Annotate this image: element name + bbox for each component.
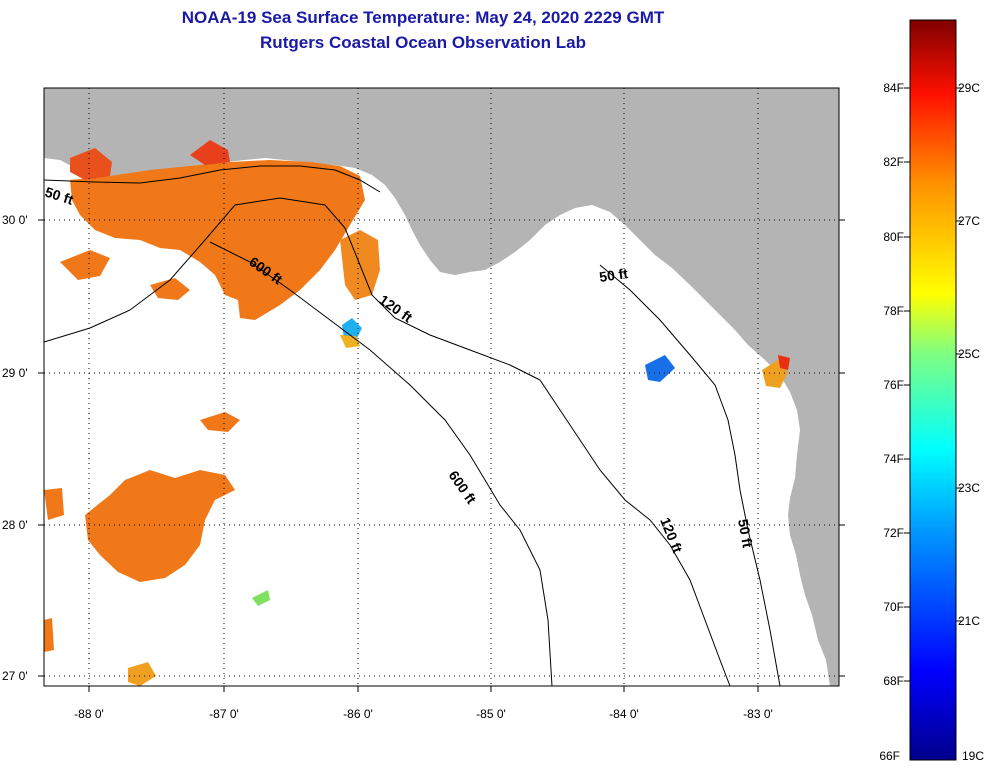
lon-label: -88 0' <box>74 707 104 721</box>
colorbar-f-label: 74F <box>883 452 904 466</box>
colorbar-c-label: 25C <box>958 347 980 361</box>
sst-patch-sw <box>44 412 240 686</box>
map-frame <box>43 87 840 687</box>
depth-contours <box>44 165 781 686</box>
contour-label: 50 ft <box>598 265 629 285</box>
sst-patch-cool <box>252 318 790 606</box>
colorbar-f-label: 68F <box>883 674 904 688</box>
contour-50ft-west <box>44 165 381 193</box>
lat-label: 30 0' <box>2 213 28 227</box>
map-title: NOAA-19 Sea Surface Temperature: May 24,… <box>181 8 665 27</box>
lon-label: -85 0' <box>476 707 506 721</box>
colorbar-f-label: 80F <box>883 230 904 244</box>
colorbar-f-label: 72F <box>883 526 904 540</box>
contour-600ft <box>209 241 553 686</box>
lon-label: -86 0' <box>343 707 373 721</box>
colorbar-c-label: 21C <box>958 614 980 628</box>
colorbar-f-label: 84F <box>883 81 904 95</box>
colorbar-c-label: 23C <box>958 481 980 495</box>
contour-120ft-west <box>44 197 541 381</box>
colorbar-f-label: 82F <box>883 155 904 169</box>
lat-label: 27 0' <box>2 669 28 683</box>
map-subtitle: Rutgers Coastal Ocean Observation Lab <box>260 33 586 52</box>
contour-50ft-east <box>599 264 781 686</box>
land-mass <box>44 88 839 686</box>
colorbar-c-label: 29C <box>958 81 980 95</box>
colorbar-f-label: 76F <box>883 378 904 392</box>
colorbar-ticks <box>904 87 962 682</box>
colorbar-f-label: 66F <box>879 749 900 763</box>
colorbar-c-label: 27C <box>958 214 980 228</box>
lon-label: -84 0' <box>609 707 639 721</box>
colorbar-c-label: 19C <box>962 749 984 763</box>
lat-label: 29 0' <box>2 366 28 380</box>
colorbar <box>909 19 957 761</box>
lat-label: 28 0' <box>2 518 28 532</box>
lon-label: -87 0' <box>209 707 239 721</box>
lon-label: -83 0' <box>743 707 773 721</box>
contour-120ft-east <box>539 379 731 686</box>
colorbar-f-label: 70F <box>883 600 904 614</box>
contour-label: 50 ft <box>735 518 756 549</box>
tick-marks <box>38 219 845 692</box>
colorbar-f-label: 78F <box>883 304 904 318</box>
